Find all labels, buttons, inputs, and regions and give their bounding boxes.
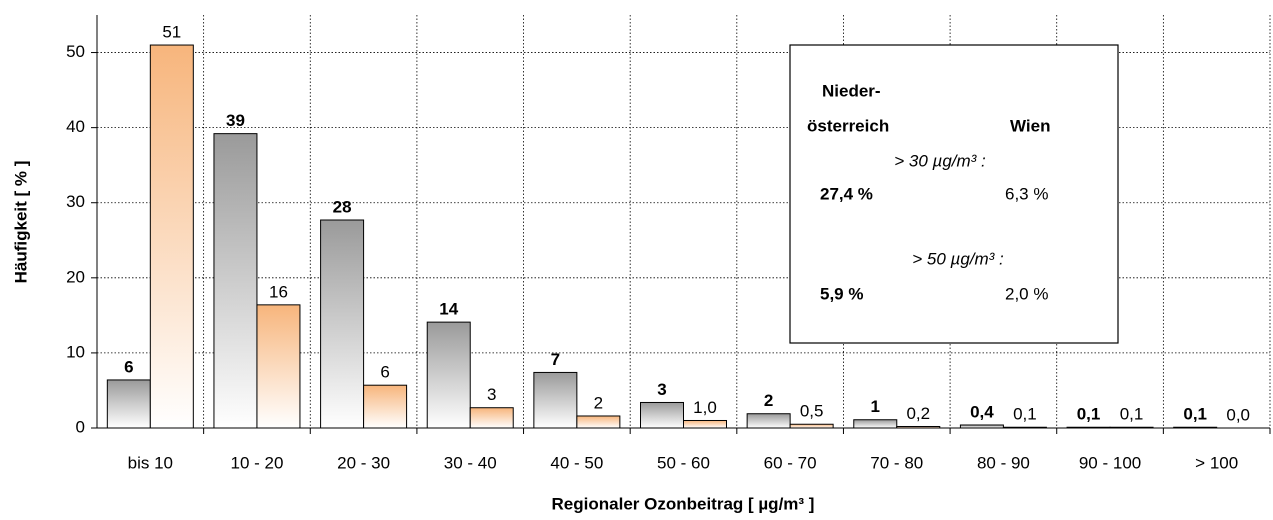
data-label: 0,1 xyxy=(1077,405,1101,424)
bar xyxy=(853,419,898,429)
bar xyxy=(959,424,1004,429)
bar xyxy=(1109,426,1154,429)
box-value: 5,9 % xyxy=(820,284,863,303)
x-tick-label: 70 - 80 xyxy=(870,453,923,472)
data-label: 6 xyxy=(380,363,389,382)
y-tick-label: 50 xyxy=(66,42,85,61)
data-label: 0,5 xyxy=(800,402,824,421)
data-label: 1,0 xyxy=(693,398,717,417)
x-tick-label: 20 - 30 xyxy=(337,453,390,472)
box-value: 2,0 % xyxy=(1005,284,1048,303)
bar xyxy=(576,415,621,429)
x-tick-label: 80 - 90 xyxy=(977,453,1030,472)
annotation-box: Nieder- österreich Wien > 30 µg/m³ : 27,… xyxy=(789,44,1119,344)
x-axis-label: Regionaler Ozonbeitrag [ µg/m³ ] xyxy=(552,494,815,513)
data-label: 0,1 xyxy=(1013,405,1037,424)
data-label: 3 xyxy=(487,385,496,404)
x-tick-label: 30 - 40 xyxy=(444,453,497,472)
y-tick-label: 0 xyxy=(76,417,85,436)
box-col1: Nieder- xyxy=(822,81,881,100)
data-label: 1 xyxy=(871,397,880,416)
data-label: 0,2 xyxy=(906,404,930,423)
bar xyxy=(256,304,301,429)
data-label: 7 xyxy=(551,350,560,369)
bar xyxy=(106,379,151,429)
bar xyxy=(896,425,941,429)
data-label: 0,4 xyxy=(970,402,994,421)
box-threshold: > 30 µg/m³ : xyxy=(894,151,986,170)
data-label: 2 xyxy=(764,391,773,410)
y-tick-label: 30 xyxy=(66,192,85,211)
data-label: 16 xyxy=(269,282,288,301)
bar xyxy=(1173,426,1218,429)
data-label: 0,1 xyxy=(1183,405,1207,424)
bar xyxy=(1066,426,1111,429)
bar xyxy=(469,407,514,429)
x-tick-label: 10 - 20 xyxy=(230,453,283,472)
bar xyxy=(533,371,578,429)
data-label: 6 xyxy=(124,357,133,376)
bar xyxy=(320,219,365,429)
bar xyxy=(363,384,408,429)
data-label: 39 xyxy=(226,111,245,130)
x-tick-label: bis 10 xyxy=(128,453,173,472)
bar xyxy=(640,401,684,429)
x-tick-label: 90 - 100 xyxy=(1079,453,1141,472)
bar xyxy=(426,321,471,429)
data-label: 2 xyxy=(594,393,603,412)
data-label: 28 xyxy=(333,197,352,216)
box-col1: österreich xyxy=(807,116,889,135)
box xyxy=(789,44,1119,344)
box-value: 27,4 % xyxy=(820,184,873,203)
bar xyxy=(746,413,791,429)
x-tick-label: > 100 xyxy=(1195,453,1238,472)
x-tick-label: 50 - 60 xyxy=(657,453,710,472)
y-tick-label: 40 xyxy=(66,117,85,136)
y-tick-label: 10 xyxy=(66,342,85,361)
data-label: 0,0 xyxy=(1226,405,1250,424)
data-label: 0,1 xyxy=(1120,405,1144,424)
y-axis-label: Häufigkeit [ % ] xyxy=(11,161,30,284)
bar xyxy=(683,419,727,429)
x-tick-label: 60 - 70 xyxy=(764,453,817,472)
data-label: 3 xyxy=(657,380,666,399)
bar xyxy=(1002,426,1047,429)
box-col2: Wien xyxy=(1010,116,1050,135)
x-tick-label: 40 - 50 xyxy=(550,453,603,472)
data-label: 51 xyxy=(162,23,181,42)
box-value: 6,3 % xyxy=(1005,184,1048,203)
bar xyxy=(213,133,258,429)
box-threshold: > 50 µg/m³ : xyxy=(912,249,1004,268)
bar xyxy=(789,423,834,429)
bar xyxy=(149,44,194,429)
y-tick-label: 20 xyxy=(66,267,85,286)
bars: 6 51 39 16 28 6 14 3 7 2 3 1,0 2 0,5 1 0,2 0,4 0,1 0,1 0,1 0… xyxy=(106,23,1250,429)
data-label: 14 xyxy=(439,300,458,319)
